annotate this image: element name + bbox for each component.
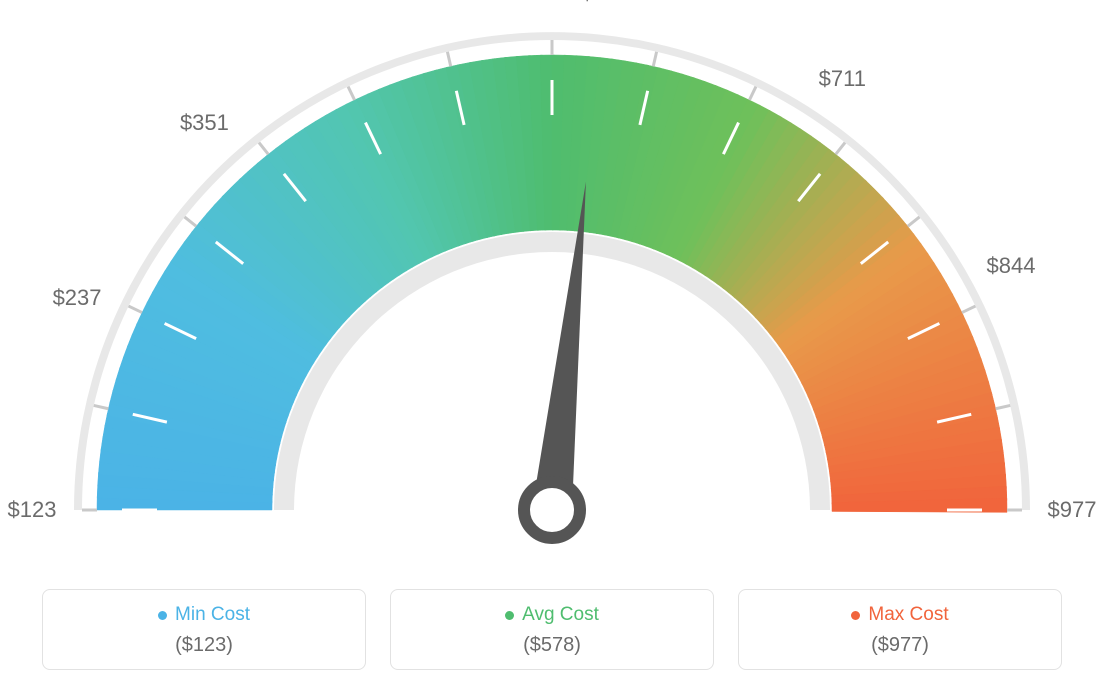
gauge-tick-label: $237: [53, 285, 102, 311]
legend-title-min: Min Cost: [158, 604, 250, 626]
legend-title-avg: Avg Cost: [505, 604, 599, 626]
legend-row: Min Cost ($123) Avg Cost ($578) Max Cost…: [0, 589, 1104, 670]
legend-value-max: ($977): [739, 634, 1061, 657]
legend-dot-avg: [505, 611, 514, 620]
legend-dot-max: [851, 611, 860, 620]
gauge-tick-label: $351: [180, 110, 229, 136]
legend-card-avg: Avg Cost ($578): [390, 589, 714, 670]
gauge-container: $123 $237 $351 $578 $711 $844 $977: [0, 0, 1104, 560]
gauge-tick-label: $578: [581, 0, 630, 6]
legend-title-max: Max Cost: [851, 604, 948, 626]
legend-label-avg: Avg Cost: [522, 604, 599, 626]
gauge-needle-hub: [524, 482, 580, 538]
legend-card-min: Min Cost ($123): [42, 589, 366, 670]
legend-card-max: Max Cost ($977): [738, 589, 1062, 670]
gauge-tick-label: $711: [819, 66, 866, 92]
gauge-svg: [0, 0, 1104, 560]
gauge-tick-label: $844: [987, 253, 1036, 279]
gauge-tick-label: $977: [1048, 497, 1097, 523]
legend-value-avg: ($578): [391, 634, 713, 657]
legend-dot-min: [158, 611, 167, 620]
legend-value-min: ($123): [43, 634, 365, 657]
gauge-tick-label: $123: [8, 497, 57, 523]
legend-label-min: Min Cost: [175, 604, 250, 626]
legend-label-max: Max Cost: [868, 604, 948, 626]
